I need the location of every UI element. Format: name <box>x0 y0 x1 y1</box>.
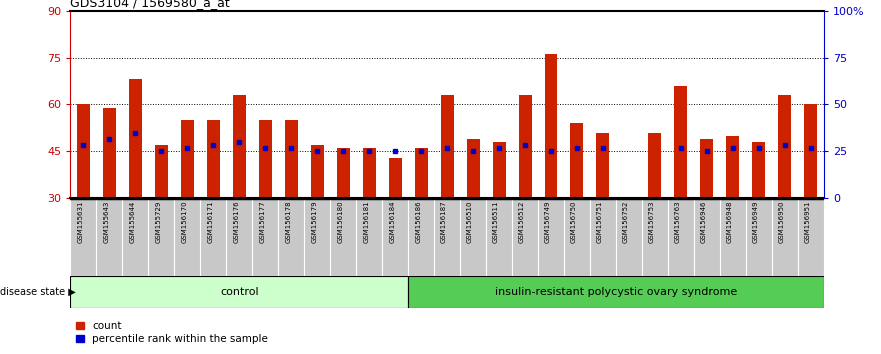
Bar <box>311 145 323 198</box>
Bar <box>596 133 610 198</box>
Bar <box>752 142 766 198</box>
Bar <box>259 120 271 198</box>
Text: GDS3104 / 1569580_a_at: GDS3104 / 1569580_a_at <box>70 0 230 10</box>
Text: GSM156184: GSM156184 <box>389 201 396 243</box>
Text: GSM156950: GSM156950 <box>779 201 785 243</box>
Bar <box>648 133 662 198</box>
Text: GSM156177: GSM156177 <box>259 201 265 243</box>
Text: GSM156949: GSM156949 <box>752 201 759 243</box>
Text: GSM156510: GSM156510 <box>467 201 473 243</box>
Bar <box>571 123 583 198</box>
Bar <box>408 276 824 308</box>
Text: GSM156752: GSM156752 <box>623 201 629 243</box>
Bar <box>363 148 375 198</box>
Bar <box>129 79 142 198</box>
Text: GSM155643: GSM155643 <box>103 201 109 243</box>
Text: GSM156750: GSM156750 <box>571 201 577 243</box>
Bar <box>337 148 350 198</box>
Bar <box>233 95 246 198</box>
Text: GSM156511: GSM156511 <box>493 201 499 243</box>
Text: GSM156180: GSM156180 <box>337 201 344 243</box>
Text: GSM156187: GSM156187 <box>441 201 447 243</box>
Text: GSM156948: GSM156948 <box>727 201 733 243</box>
Bar <box>778 95 791 198</box>
Bar <box>804 104 818 198</box>
Text: GSM155729: GSM155729 <box>155 201 161 243</box>
Bar <box>181 120 194 198</box>
Bar <box>726 136 739 198</box>
Text: GSM156751: GSM156751 <box>597 201 603 243</box>
Bar <box>415 148 427 198</box>
Bar <box>700 139 714 198</box>
Bar <box>623 198 635 223</box>
Bar <box>467 139 479 198</box>
Bar <box>285 120 298 198</box>
Text: GSM156176: GSM156176 <box>233 201 240 243</box>
Text: GSM155631: GSM155631 <box>78 201 84 243</box>
Text: GSM156763: GSM156763 <box>675 201 681 243</box>
Text: GSM156946: GSM156946 <box>701 201 707 243</box>
Text: insulin-resistant polycystic ovary syndrome: insulin-resistant polycystic ovary syndr… <box>495 287 737 297</box>
Text: GSM156170: GSM156170 <box>181 201 188 243</box>
Text: disease state ▶: disease state ▶ <box>0 287 76 297</box>
Text: GSM156179: GSM156179 <box>311 201 317 243</box>
Text: GSM156951: GSM156951 <box>804 201 811 243</box>
Bar <box>207 120 220 198</box>
Bar <box>492 142 506 198</box>
Bar <box>519 95 531 198</box>
Text: GSM156186: GSM156186 <box>415 201 421 243</box>
Bar <box>674 86 687 198</box>
Text: control: control <box>220 287 259 297</box>
Bar <box>70 276 408 308</box>
Text: GSM155644: GSM155644 <box>130 201 136 243</box>
Text: GSM156171: GSM156171 <box>207 201 213 243</box>
Bar <box>103 108 116 198</box>
Bar <box>440 95 454 198</box>
Text: GSM156753: GSM156753 <box>649 201 655 243</box>
Legend: count, percentile rank within the sample: count, percentile rank within the sample <box>76 321 268 344</box>
Bar <box>155 145 168 198</box>
Text: GSM156181: GSM156181 <box>363 201 369 243</box>
Text: GSM156512: GSM156512 <box>519 201 525 243</box>
Bar <box>77 104 90 198</box>
Text: GSM156749: GSM156749 <box>545 201 551 243</box>
Bar <box>389 158 402 198</box>
Bar <box>544 55 558 198</box>
Text: GSM156178: GSM156178 <box>285 201 292 243</box>
